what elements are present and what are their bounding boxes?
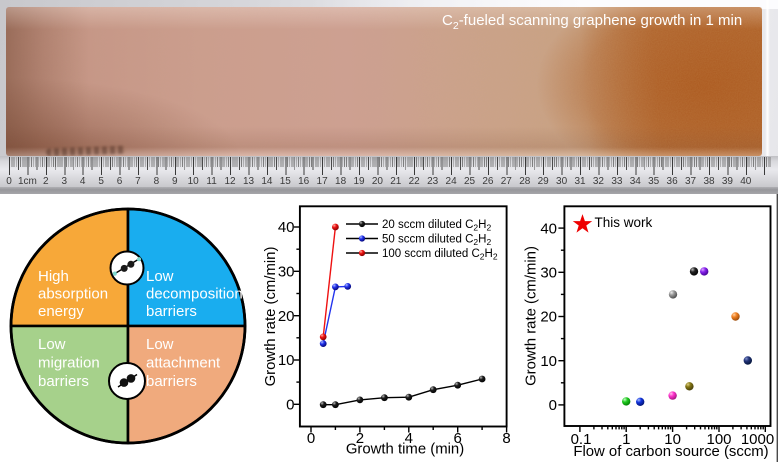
- svg-text:0: 0: [307, 430, 315, 447]
- svg-text:1: 1: [622, 431, 630, 448]
- svg-text:This work: This work: [595, 215, 653, 230]
- svg-text:20: 20: [278, 308, 295, 325]
- svg-text:40: 40: [278, 219, 295, 236]
- svg-text:1000: 1000: [741, 431, 774, 448]
- svg-text:0: 0: [549, 397, 557, 414]
- svg-text:10: 10: [540, 353, 557, 370]
- svg-text:6: 6: [454, 430, 462, 447]
- svg-text:energy: energy: [38, 303, 84, 320]
- svg-text:20: 20: [540, 309, 557, 326]
- svg-text:20 sccm diluted C2H2: 20 sccm diluted C2H2: [382, 219, 491, 233]
- svg-text:decomposition: decomposition: [146, 286, 243, 303]
- svg-text:0.1: 0.1: [571, 431, 592, 448]
- svg-text:100 sccm diluted C2H2: 100 sccm diluted C2H2: [382, 248, 498, 262]
- svg-text:absorption: absorption: [38, 286, 108, 303]
- svg-text:barriers: barriers: [146, 373, 197, 390]
- svg-text:2: 2: [356, 430, 364, 447]
- svg-text:attachment: attachment: [146, 355, 221, 372]
- svg-text:4: 4: [405, 430, 413, 447]
- svg-text:8: 8: [502, 430, 510, 447]
- svg-text:0: 0: [286, 397, 294, 414]
- svg-text:Growth rate (cm/min): Growth rate (cm/min): [524, 246, 540, 386]
- svg-text:Growth time (min): Growth time (min): [346, 442, 464, 458]
- svg-text:100: 100: [706, 431, 731, 448]
- svg-text:Low: Low: [146, 336, 174, 353]
- svg-text:10: 10: [278, 352, 295, 369]
- svg-text:Low: Low: [146, 268, 174, 285]
- svg-text:Growth rate (cm/min): Growth rate (cm/min): [263, 247, 279, 387]
- svg-text:Flow of carbon source (sccm): Flow of carbon source (sccm): [573, 444, 768, 460]
- svg-text:10: 10: [664, 431, 681, 448]
- svg-text:High: High: [38, 268, 69, 285]
- svg-text:30: 30: [278, 264, 295, 281]
- svg-text:Low: Low: [38, 336, 66, 353]
- svg-text:barriers: barriers: [146, 303, 197, 320]
- svg-text:40: 40: [540, 220, 557, 237]
- svg-text:30: 30: [540, 265, 557, 282]
- svg-text:50 sccm diluted C2H2: 50 sccm diluted C2H2: [382, 234, 491, 248]
- svg-text:barriers: barriers: [38, 373, 89, 390]
- svg-text:migration: migration: [38, 355, 100, 372]
